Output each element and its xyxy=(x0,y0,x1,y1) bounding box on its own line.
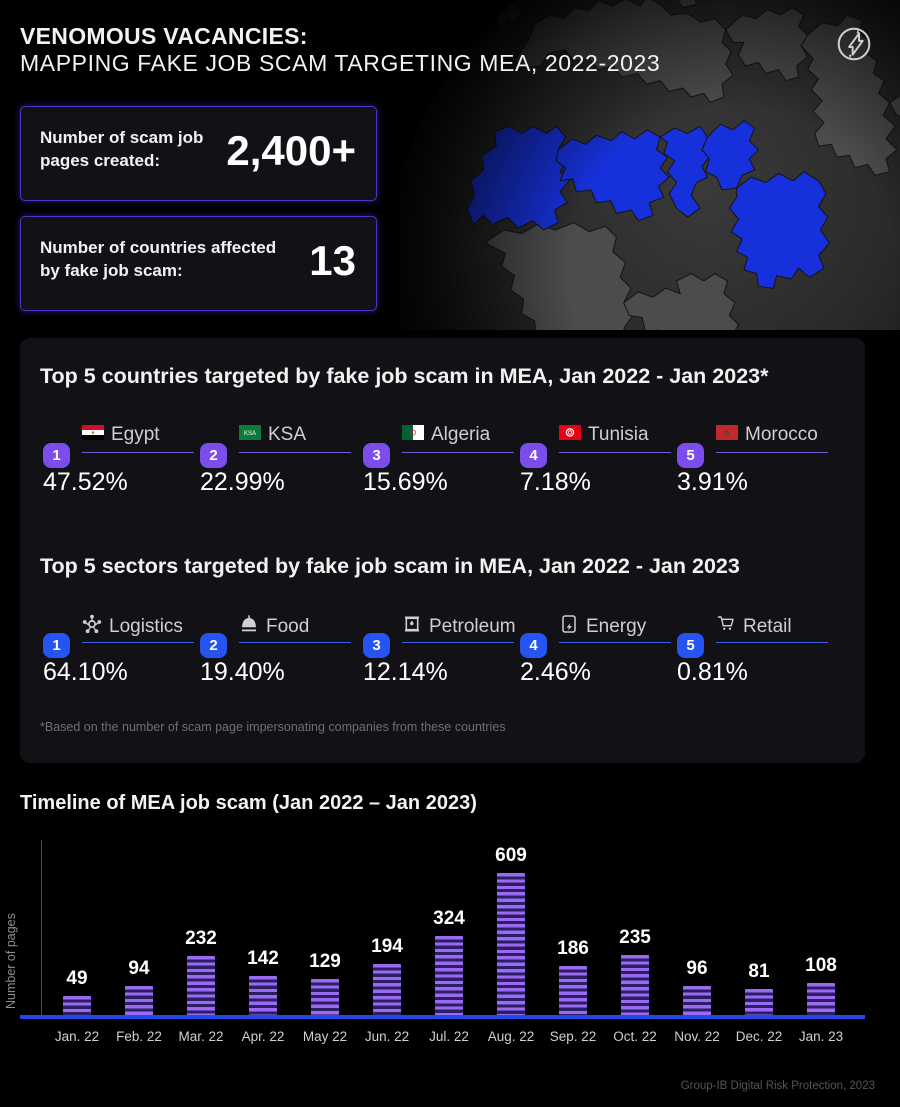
svg-text:KSA: KSA xyxy=(244,431,256,437)
